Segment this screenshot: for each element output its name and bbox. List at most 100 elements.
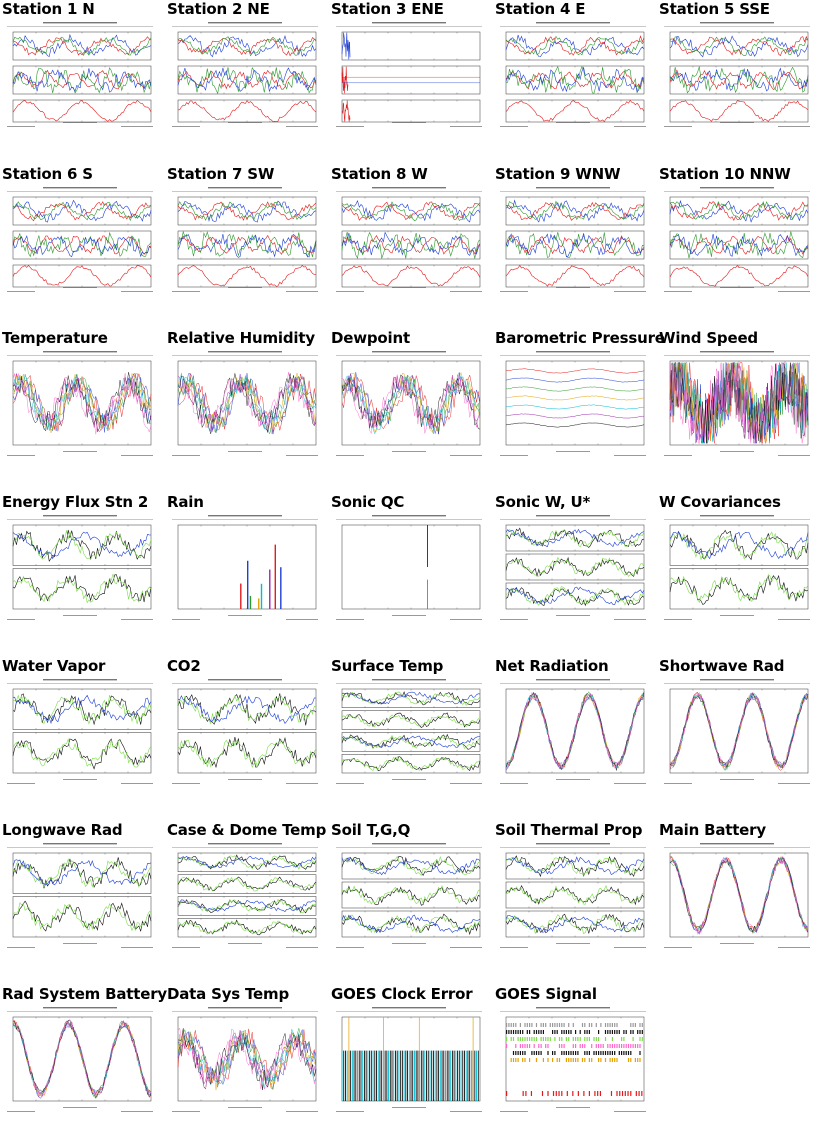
- plot-title[interactable]: Station 1 N: [2, 0, 95, 18]
- plot-title[interactable]: Barometric Pressure: [495, 329, 665, 347]
- plot-thumbnail[interactable]: [496, 185, 650, 295]
- plot-thumbnail-graphic[interactable]: [660, 841, 814, 951]
- plot-thumbnail-graphic[interactable]: [168, 1005, 322, 1115]
- plot-thumbnail-graphic[interactable]: [496, 677, 650, 787]
- plot-title[interactable]: Station 8 W: [331, 165, 428, 183]
- plot-thumbnail-graphic[interactable]: [496, 841, 650, 951]
- plot-title[interactable]: CO2: [167, 657, 201, 675]
- plot-thumbnail-graphic[interactable]: [168, 349, 322, 459]
- plot-thumbnail-graphic[interactable]: [168, 20, 322, 130]
- plot-title[interactable]: Station 7 SW: [167, 165, 275, 183]
- plot-thumbnail[interactable]: [168, 841, 322, 951]
- plot-thumbnail-graphic[interactable]: [496, 349, 650, 459]
- plot-thumbnail[interactable]: [660, 20, 814, 130]
- plot-thumbnail-graphic[interactable]: [332, 841, 486, 951]
- plot-title[interactable]: Station 6 S: [2, 165, 93, 183]
- plot-title[interactable]: Water Vapor: [2, 657, 106, 675]
- plot-thumbnail[interactable]: [496, 513, 650, 623]
- plot-thumbnail-graphic[interactable]: [660, 513, 814, 623]
- plot-title[interactable]: Case & Dome Temp: [167, 821, 327, 839]
- plot-title[interactable]: Data Sys Temp: [167, 985, 289, 1003]
- plot-thumbnail-graphic[interactable]: [168, 677, 322, 787]
- plot-title[interactable]: Soil Thermal Prop: [495, 821, 643, 839]
- plot-thumbnail[interactable]: [332, 349, 486, 459]
- plot-title[interactable]: Main Battery: [659, 821, 766, 839]
- plot-thumbnail[interactable]: [496, 20, 650, 130]
- plot-thumbnail[interactable]: [3, 513, 157, 623]
- plot-title[interactable]: Station 2 NE: [167, 0, 270, 18]
- plot-thumbnail[interactable]: [168, 20, 322, 130]
- plot-title[interactable]: Shortwave Rad: [659, 657, 785, 675]
- plot-title[interactable]: Energy Flux Stn 2: [2, 493, 149, 511]
- plot-thumbnail-graphic[interactable]: [3, 513, 157, 623]
- plot-title[interactable]: Station 10 NNW: [659, 165, 791, 183]
- plot-thumbnail-graphic[interactable]: [3, 20, 157, 130]
- plot-title[interactable]: Temperature: [2, 329, 108, 347]
- plot-thumbnail[interactable]: [496, 349, 650, 459]
- plot-thumbnail[interactable]: [3, 185, 157, 295]
- plot-thumbnail[interactable]: [168, 677, 322, 787]
- plot-title[interactable]: Station 5 SSE: [659, 0, 770, 18]
- plot-thumbnail[interactable]: [660, 841, 814, 951]
- plot-title[interactable]: Wind Speed: [659, 329, 758, 347]
- plot-thumbnail[interactable]: [3, 20, 157, 130]
- plot-thumbnail[interactable]: [168, 1005, 322, 1115]
- plot-thumbnail-graphic[interactable]: [168, 841, 322, 951]
- plot-thumbnail[interactable]: [660, 513, 814, 623]
- plot-thumbnail-graphic[interactable]: [332, 513, 486, 623]
- plot-thumbnail-graphic[interactable]: [3, 841, 157, 951]
- plot-title[interactable]: GOES Clock Error: [331, 985, 473, 1003]
- plot-thumbnail[interactable]: [3, 677, 157, 787]
- plot-title[interactable]: Sonic W, U*: [495, 493, 591, 511]
- plot-thumbnail-graphic[interactable]: [496, 1005, 650, 1115]
- plot-thumbnail[interactable]: [660, 349, 814, 459]
- plot-thumbnail-graphic[interactable]: [496, 513, 650, 623]
- plot-thumbnail-graphic[interactable]: [3, 185, 157, 295]
- plot-title[interactable]: Relative Humidity: [167, 329, 315, 347]
- plot-title[interactable]: W Covariances: [659, 493, 781, 511]
- plot-thumbnail-graphic[interactable]: [168, 513, 322, 623]
- plot-title[interactable]: Dewpoint: [331, 329, 410, 347]
- plot-thumbnail[interactable]: [3, 1005, 157, 1115]
- plot-thumbnail-graphic[interactable]: [660, 20, 814, 130]
- plot-thumbnail[interactable]: [332, 185, 486, 295]
- plot-thumbnail[interactable]: [3, 841, 157, 951]
- plot-thumbnail[interactable]: [660, 677, 814, 787]
- plot-thumbnail[interactable]: [332, 677, 486, 787]
- plot-thumbnail-graphic[interactable]: [332, 20, 486, 130]
- plot-thumbnail[interactable]: [496, 1005, 650, 1115]
- plot-title[interactable]: Station 9 WNW: [495, 165, 621, 183]
- plot-thumbnail-graphic[interactable]: [168, 185, 322, 295]
- plot-thumbnail[interactable]: [332, 20, 486, 130]
- plot-thumbnail-graphic[interactable]: [332, 185, 486, 295]
- plot-thumbnail[interactable]: [3, 349, 157, 459]
- plot-title[interactable]: GOES Signal: [495, 985, 597, 1003]
- plot-title[interactable]: Net Radiation: [495, 657, 609, 675]
- plot-thumbnail[interactable]: [660, 185, 814, 295]
- plot-title[interactable]: Rad System Battery: [2, 985, 167, 1003]
- plot-title[interactable]: Surface Temp: [331, 657, 444, 675]
- plot-thumbnail-graphic[interactable]: [496, 20, 650, 130]
- plot-thumbnail[interactable]: [332, 1005, 486, 1115]
- plot-title[interactable]: Sonic QC: [331, 493, 405, 511]
- plot-title[interactable]: Soil T,G,Q: [331, 821, 411, 839]
- plot-thumbnail-graphic[interactable]: [3, 1005, 157, 1115]
- plot-thumbnail[interactable]: [496, 677, 650, 787]
- plot-title[interactable]: Rain: [167, 493, 204, 511]
- plot-thumbnail[interactable]: [332, 841, 486, 951]
- plot-title[interactable]: Longwave Rad: [2, 821, 123, 839]
- plot-thumbnail-graphic[interactable]: [660, 349, 814, 459]
- plot-thumbnail-graphic[interactable]: [660, 185, 814, 295]
- plot-thumbnail-graphic[interactable]: [3, 349, 157, 459]
- plot-thumbnail-graphic[interactable]: [332, 349, 486, 459]
- plot-thumbnail-graphic[interactable]: [496, 185, 650, 295]
- plot-title[interactable]: Station 4 E: [495, 0, 586, 18]
- plot-thumbnail-graphic[interactable]: [332, 677, 486, 787]
- plot-thumbnail[interactable]: [496, 841, 650, 951]
- plot-title[interactable]: Station 3 ENE: [331, 0, 444, 18]
- plot-thumbnail[interactable]: [332, 513, 486, 623]
- plot-thumbnail[interactable]: [168, 513, 322, 623]
- plot-thumbnail-graphic[interactable]: [332, 1005, 486, 1115]
- plot-thumbnail[interactable]: [168, 185, 322, 295]
- plot-thumbnail-graphic[interactable]: [3, 677, 157, 787]
